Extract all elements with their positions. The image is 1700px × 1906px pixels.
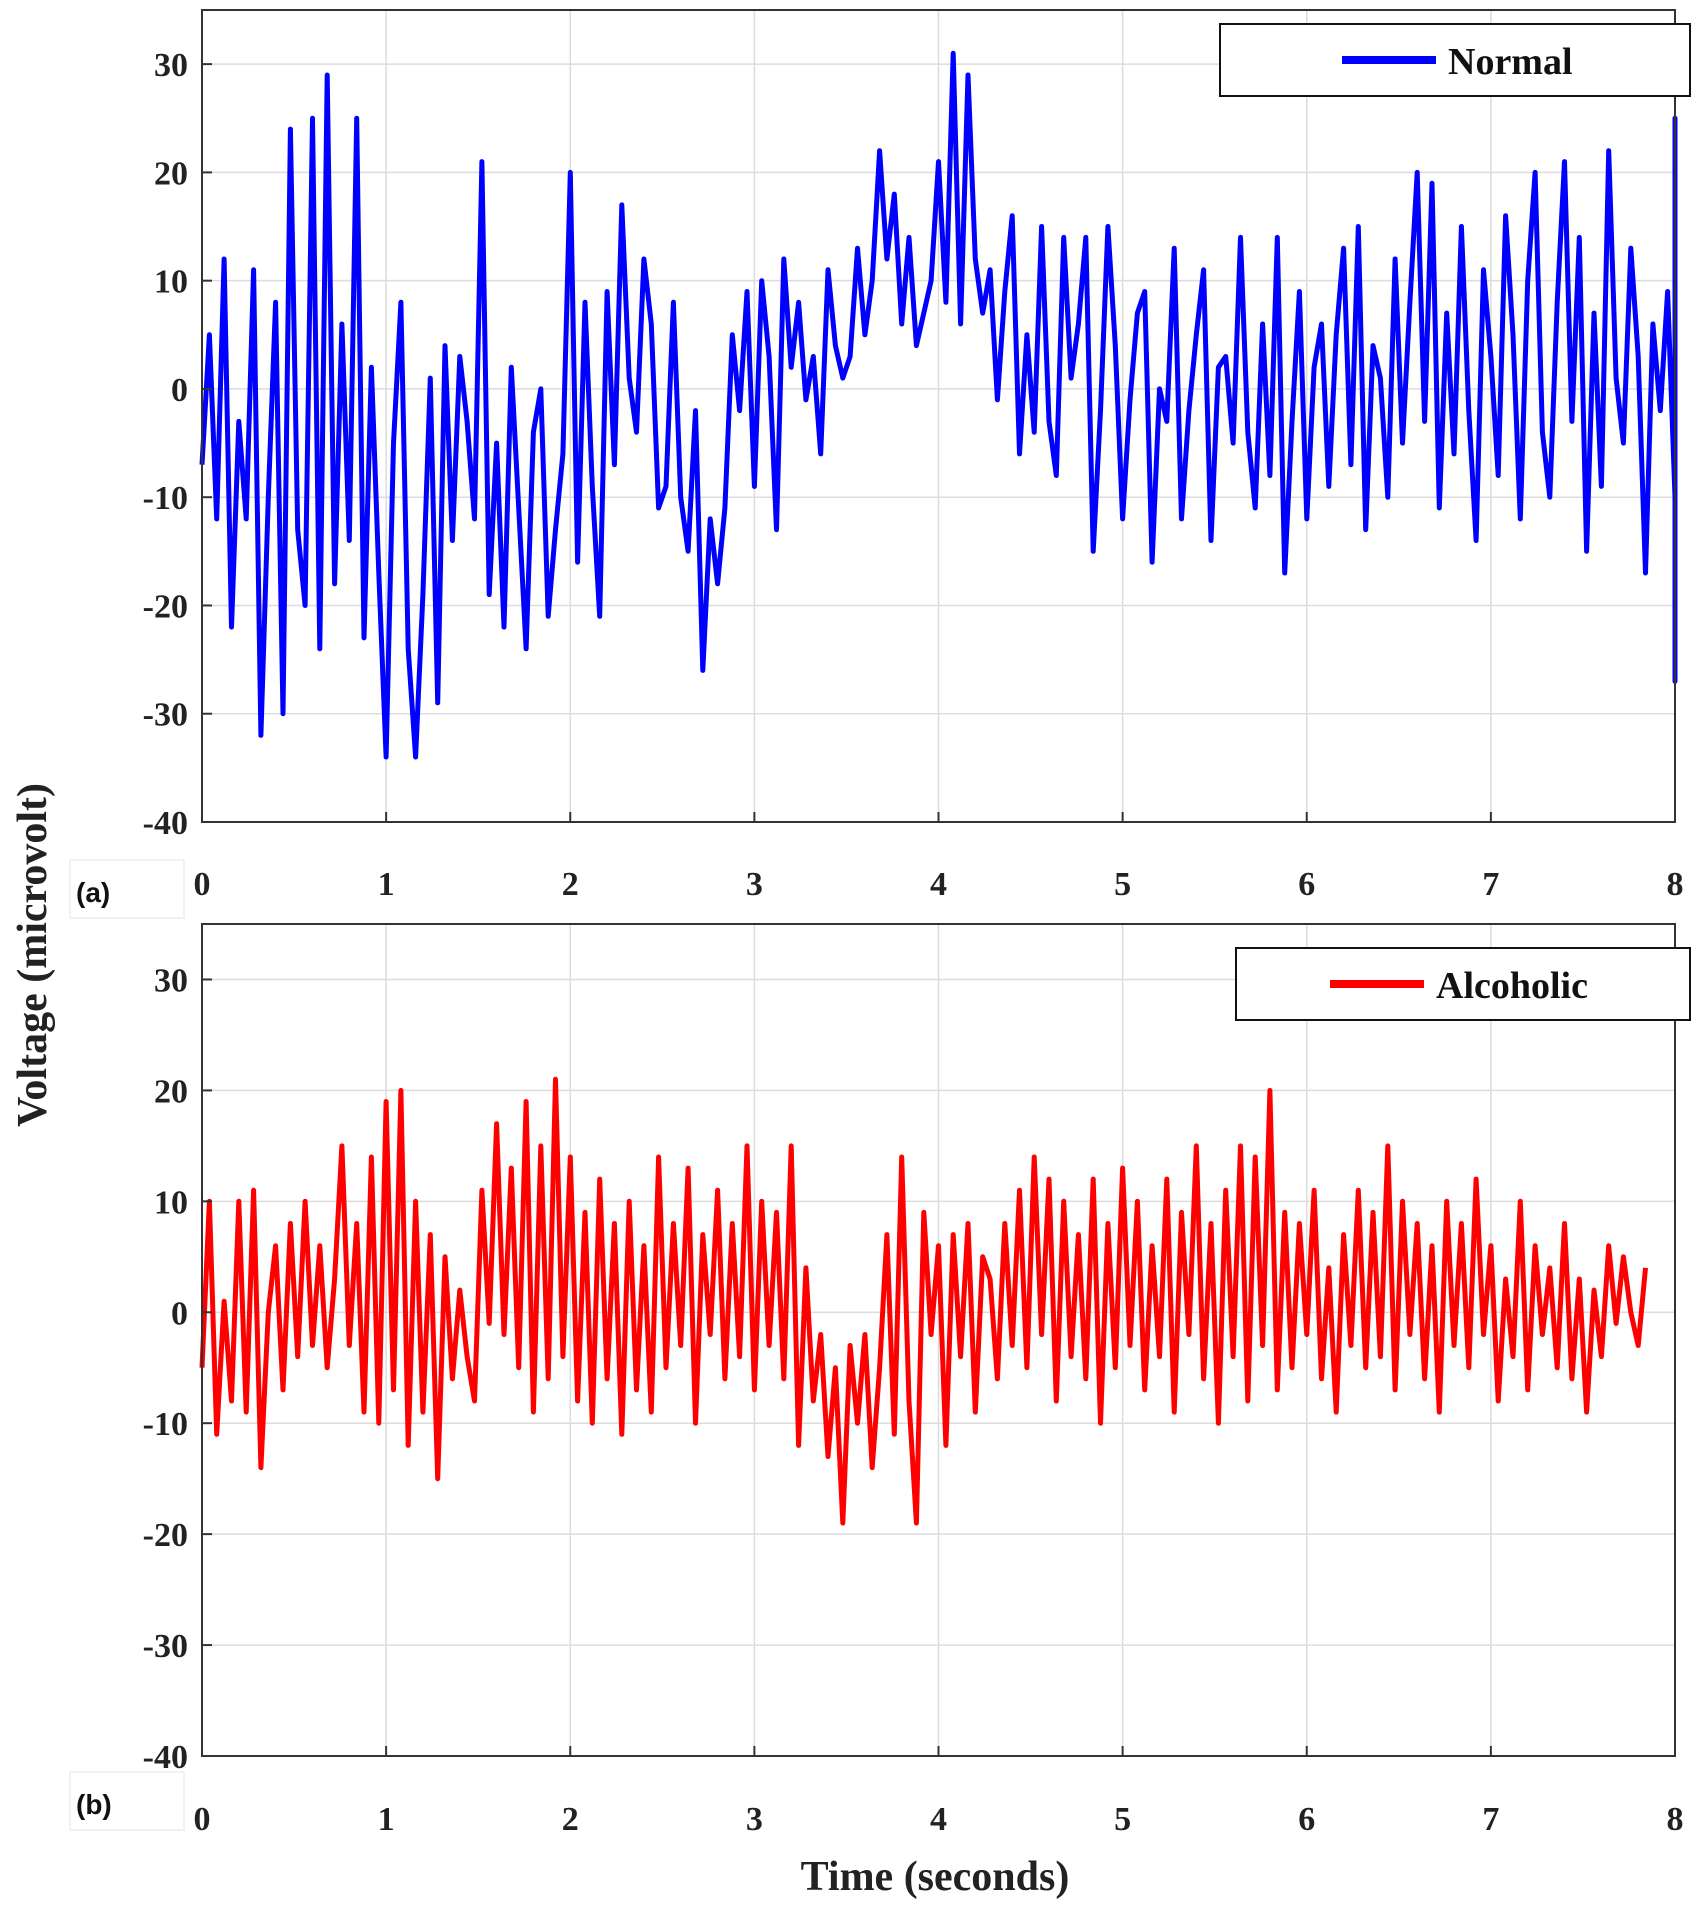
y-tick-label: -30 — [143, 697, 188, 734]
x-tick-label: 2 — [562, 1801, 579, 1838]
x-tick-label: 2 — [562, 866, 579, 903]
panel-b-y-ticks: 30 20 10 0 -10 -20 -30 -40 — [143, 962, 212, 1776]
x-tick-label: 5 — [1114, 1801, 1131, 1838]
x-tick-label: 4 — [930, 1801, 947, 1838]
panel-a-y-ticks: 30 20 10 0 -10 -20 -30 -40 — [143, 47, 212, 842]
panel-b-legend: Alcoholic — [1235, 947, 1691, 1021]
panel-a-legend: Normal — [1219, 23, 1691, 97]
x-tick-label: 3 — [746, 866, 763, 903]
series-line-alcoholic — [199, 1076, 1648, 1526]
y-tick-label: 10 — [154, 264, 188, 301]
x-tick-label: 1 — [378, 866, 395, 903]
panel-a-legend-label: Normal — [1448, 41, 1573, 83]
y-tick-label: 30 — [154, 962, 188, 999]
x-tick-label: 0 — [194, 1801, 211, 1838]
y-tick-label: -30 — [143, 1628, 188, 1665]
y-tick-label: -10 — [143, 1406, 188, 1443]
x-tick-label: 4 — [930, 866, 947, 903]
y-tick-label: 0 — [171, 1295, 188, 1332]
panel-a-x-ticks: 0 1 2 3 4 5 6 7 8 — [194, 812, 1684, 903]
x-tick-label: 5 — [1114, 866, 1131, 903]
x-tick-label: 3 — [746, 1801, 763, 1838]
panel-a-normal: 30 20 10 0 -10 -20 -30 -40 0 1 2 3 4 5 6 7 8 Normal (a) — [69, 9, 1691, 919]
panel-b-x-ticks: 0 1 2 3 4 5 6 7 8 — [194, 1746, 1684, 1838]
panel-a-label: (a) — [76, 877, 110, 908]
x-tick-label: 1 — [378, 1801, 395, 1838]
x-tick-label: 0 — [194, 866, 211, 903]
panel-b-label: (b) — [76, 1789, 112, 1820]
x-tick-label: 7 — [1482, 866, 1499, 903]
x-tick-label: 8 — [1667, 1801, 1684, 1838]
y-tick-label: 20 — [154, 155, 188, 192]
panel-a-label-box — [69, 859, 185, 919]
y-tick-label: 0 — [171, 372, 188, 409]
panel-b-legend-label: Alcoholic — [1436, 965, 1588, 1007]
x-axis-title: Time (seconds) — [801, 1854, 1070, 1900]
x-tick-label: 6 — [1298, 866, 1315, 903]
y-tick-label: 10 — [154, 1184, 188, 1221]
panel-b-legend-box — [1235, 947, 1691, 1021]
y-tick-label: -20 — [143, 588, 188, 625]
panel-b-label-box — [69, 1771, 185, 1831]
y-tick-label: -40 — [143, 1739, 188, 1776]
y-tick-label: 30 — [154, 47, 188, 84]
y-tick-label: -10 — [143, 480, 188, 517]
y-tick-label: -20 — [143, 1517, 188, 1554]
x-tick-label: 6 — [1298, 1801, 1315, 1838]
y-axis-title: Voltage (microvolt) — [10, 783, 56, 1127]
panel-a-legend-box — [1219, 23, 1691, 97]
x-tick-label: 7 — [1482, 1801, 1499, 1838]
x-tick-label: 8 — [1667, 866, 1684, 903]
y-tick-label: 20 — [154, 1073, 188, 1110]
y-tick-label: -40 — [143, 805, 188, 842]
panel-b-series — [199, 1076, 1648, 1526]
